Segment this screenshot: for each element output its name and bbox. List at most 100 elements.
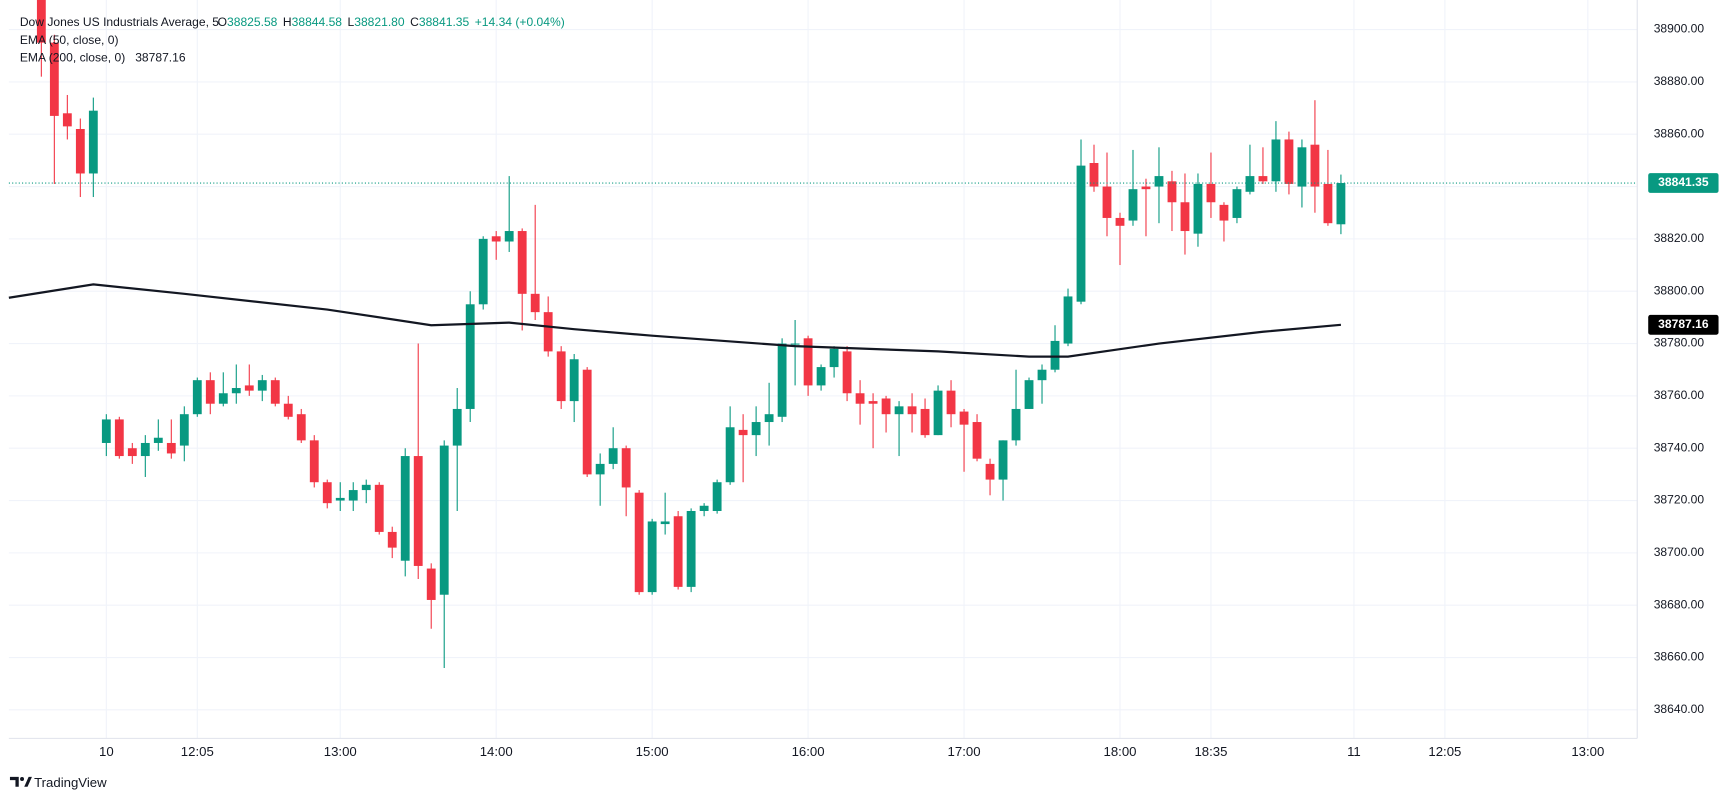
brand-name: TradingView <box>34 775 107 790</box>
y-tick-label: 38680.00 <box>1654 597 1705 611</box>
marks-layer <box>8 0 1638 668</box>
last-price-box <box>1648 173 1719 193</box>
candle-body <box>244 385 254 391</box>
candle-body <box>543 312 553 352</box>
candle-body <box>517 231 527 294</box>
candle-body <box>335 497 345 501</box>
candle-body <box>673 516 683 587</box>
x-tick-label: 11 <box>1347 744 1361 759</box>
candle-body <box>556 351 566 402</box>
ohlc-value: 38825.58 <box>227 15 278 29</box>
candle-body <box>920 408 930 436</box>
candle-body <box>1024 380 1034 409</box>
indicator-label: EMA (200, close, 0) <box>20 50 125 64</box>
candle-body <box>36 0 46 43</box>
candle-body <box>829 348 839 368</box>
candle-body <box>946 390 956 415</box>
ohlc-value: 38844.58 <box>292 15 343 29</box>
candle-body <box>868 401 878 404</box>
candle-body <box>231 388 241 394</box>
candle-body <box>1180 202 1190 232</box>
x-tick-label: 18:35 <box>1194 744 1227 759</box>
candle-body <box>1063 296 1073 344</box>
ema-line <box>8 283 1342 358</box>
candle-body <box>1245 176 1255 192</box>
candle-body <box>309 440 319 483</box>
change: +14.34 (+0.04%) <box>475 15 565 29</box>
candle-body <box>140 442 150 457</box>
candle-body <box>790 343 800 345</box>
candle-body <box>842 351 852 394</box>
axes-layer: 38640.00 38660.00 38680.00 38700.00 38720.00… <box>99 22 1719 759</box>
candle-body <box>400 456 410 561</box>
x-tick-label: 18:00 <box>1104 744 1137 759</box>
candle-body <box>647 521 657 593</box>
y-tick-label: 38640.00 <box>1654 702 1705 716</box>
x-tick-label: 17:00 <box>948 744 981 759</box>
legend: Dow Jones US Industrials Average, 5 EMA … <box>20 15 565 64</box>
candle-body <box>426 568 436 600</box>
candle-body <box>621 448 631 488</box>
candle-body <box>270 380 280 404</box>
grid-layer <box>8 0 1638 739</box>
candle-body <box>712 482 722 511</box>
candle-body <box>1284 139 1294 184</box>
candle-body <box>725 427 735 483</box>
ohlc-key: C <box>410 15 419 29</box>
ohlc-values: O38825.58 H38844.58 L38821.80 C38841.35 +14.… <box>218 15 565 29</box>
x-tick-label: 16:00 <box>792 744 825 759</box>
candle-body <box>153 437 163 443</box>
candle-body <box>1102 186 1112 218</box>
candle-body <box>1271 139 1281 182</box>
candle-body <box>907 406 917 415</box>
candle-body <box>322 482 332 504</box>
y-tick-label: 38660.00 <box>1654 650 1705 664</box>
ohlc-key: H <box>283 15 292 29</box>
candle-body <box>1297 147 1307 187</box>
candle-body <box>1232 189 1242 218</box>
candle-body <box>582 369 592 475</box>
candle-body <box>1219 204 1229 221</box>
ohlc-value: 38821.80 <box>354 15 405 29</box>
candle-body <box>894 406 904 415</box>
y-tick-label: 38820.00 <box>1654 231 1705 245</box>
candle-body <box>1115 217 1125 226</box>
candle-body <box>49 42 59 116</box>
indicator-value: 38787.16 <box>135 50 186 64</box>
candle-body <box>192 380 202 415</box>
candle-body <box>413 456 423 566</box>
candle-body <box>88 110 98 174</box>
candle-body <box>569 359 579 402</box>
x-tick-label: 13:00 <box>1571 744 1604 759</box>
y-tick-label: 38780.00 <box>1654 336 1705 350</box>
candle-body <box>179 414 189 446</box>
candle-body <box>1206 183 1216 203</box>
candle-body <box>75 128 85 174</box>
ohlc-key: L <box>348 15 355 29</box>
candle-body <box>296 414 306 441</box>
candle-body <box>1323 183 1333 224</box>
candle-body <box>972 422 982 459</box>
candle-body <box>283 403 293 417</box>
y-tick-label: 38760.00 <box>1654 388 1705 402</box>
candle-body <box>1154 176 1164 187</box>
candle-body <box>127 448 137 457</box>
ema-price-box <box>1648 314 1719 335</box>
candle-body <box>1076 165 1086 302</box>
candle-body <box>504 231 514 242</box>
candle-body <box>361 484 371 491</box>
candle-body <box>166 442 176 454</box>
last-price-label: 38841.35 <box>1658 175 1709 189</box>
y-tick-label: 38800.00 <box>1654 283 1705 297</box>
candle-body <box>855 393 865 404</box>
y-tick-label: 38720.00 <box>1654 493 1705 507</box>
candle-body <box>803 338 813 386</box>
candle-body <box>1141 186 1151 190</box>
y-tick-label: 38880.00 <box>1654 74 1705 88</box>
logo-icon <box>9 776 19 787</box>
candle-body <box>478 238 488 305</box>
candle-body <box>1310 144 1320 187</box>
indicator-label: EMA (50, close, 0) <box>20 33 119 47</box>
logo-icon <box>20 777 25 782</box>
